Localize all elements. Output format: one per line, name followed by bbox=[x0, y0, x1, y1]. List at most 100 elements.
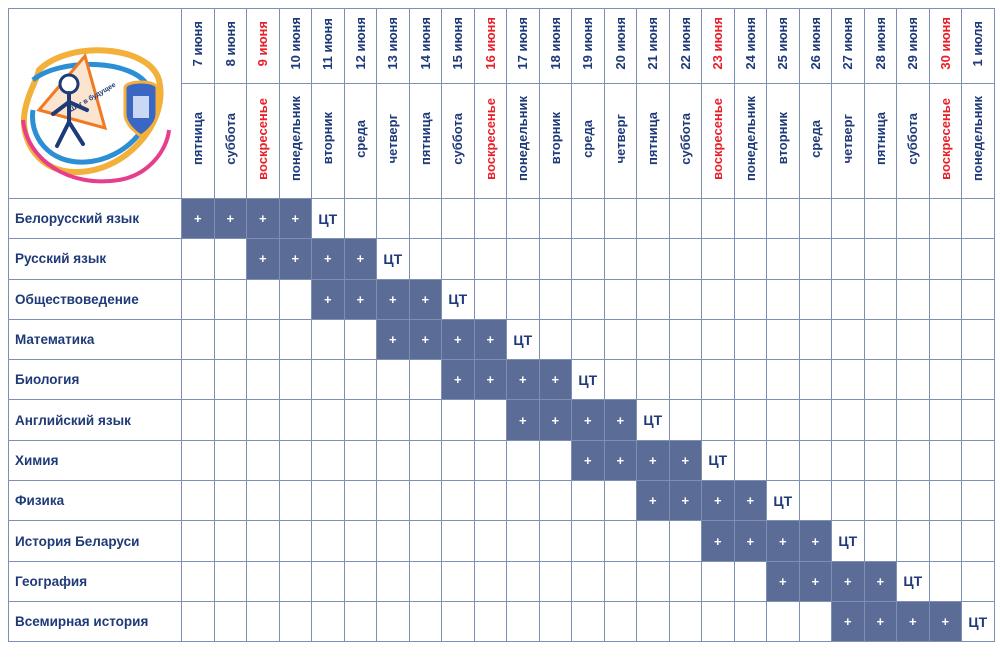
empty-cell bbox=[831, 439, 865, 482]
empty-cell bbox=[733, 359, 767, 401]
empty-cell bbox=[376, 520, 410, 562]
empty-cell bbox=[831, 480, 865, 522]
empty-cell bbox=[928, 359, 962, 401]
subject-row: Всемирная история + + + + ЦТ bbox=[8, 600, 995, 643]
prep-day-cell: + bbox=[766, 520, 800, 562]
empty-cell bbox=[376, 600, 410, 643]
empty-cell bbox=[831, 318, 865, 361]
test-day-cell: ЦТ bbox=[961, 600, 995, 643]
weekday-label: пятница bbox=[417, 111, 433, 166]
subject-name: Химия bbox=[8, 439, 182, 482]
empty-cell bbox=[571, 520, 605, 562]
empty-cell bbox=[766, 439, 800, 482]
empty-cell bbox=[538, 238, 572, 280]
weekday-label: суббота bbox=[450, 112, 466, 165]
empty-cell bbox=[928, 439, 962, 482]
prep-day-cell: + bbox=[473, 318, 507, 361]
prep-day-cell: + bbox=[213, 197, 247, 240]
empty-cell bbox=[636, 318, 670, 361]
empty-cell bbox=[538, 480, 572, 522]
empty-cell bbox=[181, 600, 215, 643]
empty-cell bbox=[181, 278, 215, 320]
subject-name: История Беларуси bbox=[8, 520, 182, 562]
empty-cell bbox=[733, 278, 767, 320]
weekday-label: пятница bbox=[645, 111, 661, 166]
date-header: 29 июня bbox=[896, 8, 930, 84]
empty-cell bbox=[181, 318, 215, 361]
empty-cell bbox=[603, 600, 637, 643]
logo-graphic: Шаг в будущее bbox=[21, 46, 171, 183]
empty-cell bbox=[343, 600, 377, 643]
logo: Шаг в будущее bbox=[9, 10, 182, 198]
date-label: 18 июня bbox=[547, 17, 563, 70]
weekday-label: пятница bbox=[190, 111, 206, 166]
empty-cell bbox=[441, 238, 475, 280]
prep-day-cell: + bbox=[668, 439, 702, 482]
empty-cell bbox=[473, 520, 507, 562]
empty-cell bbox=[766, 278, 800, 320]
empty-cell bbox=[668, 278, 702, 320]
date-header: 11 июня bbox=[311, 8, 345, 84]
empty-cell bbox=[376, 439, 410, 482]
weekday-header: пятница bbox=[636, 83, 670, 199]
empty-cell bbox=[213, 318, 247, 361]
subject-name: Всемирная история bbox=[8, 600, 182, 643]
empty-cell bbox=[246, 359, 280, 401]
empty-cell bbox=[213, 600, 247, 643]
empty-cell bbox=[538, 278, 572, 320]
test-day-cell: ЦТ bbox=[636, 399, 670, 441]
empty-cell bbox=[213, 520, 247, 562]
empty-cell bbox=[668, 399, 702, 441]
weekday-label: воскресенье bbox=[710, 97, 726, 180]
prep-day-cell: + bbox=[278, 238, 312, 280]
prep-day-cell: + bbox=[181, 197, 215, 240]
emblem-inner bbox=[133, 95, 149, 118]
figure-head bbox=[58, 73, 80, 94]
empty-cell bbox=[311, 520, 345, 562]
empty-cell bbox=[928, 560, 962, 602]
prep-day-cell: + bbox=[408, 318, 442, 361]
empty-cell bbox=[473, 238, 507, 280]
empty-cell bbox=[441, 480, 475, 522]
test-day-cell: ЦТ bbox=[441, 278, 475, 320]
weekday-label: пятница bbox=[872, 111, 888, 166]
prep-day-cell: + bbox=[603, 399, 637, 441]
weekday-header: четверг bbox=[603, 83, 637, 199]
subject-name: Английский язык bbox=[8, 399, 182, 441]
weekday-label: воскресенье bbox=[482, 97, 498, 180]
weekday-label: понедельник bbox=[970, 96, 986, 181]
empty-cell bbox=[766, 359, 800, 401]
subject-row: Русский язык + + + + ЦТ bbox=[8, 238, 995, 280]
empty-cell bbox=[961, 520, 995, 562]
empty-cell bbox=[928, 318, 962, 361]
empty-cell bbox=[863, 359, 897, 401]
empty-cell bbox=[798, 439, 832, 482]
empty-cell bbox=[408, 520, 442, 562]
date-header: 23 июня bbox=[701, 8, 735, 84]
date-header: 26 июня bbox=[798, 8, 832, 84]
empty-cell bbox=[246, 560, 280, 602]
empty-cell bbox=[766, 399, 800, 441]
date-label: 12 июня bbox=[352, 17, 368, 70]
date-label: 22 июня bbox=[677, 17, 693, 70]
empty-cell bbox=[896, 318, 930, 361]
test-day-cell: ЦТ bbox=[766, 480, 800, 522]
empty-cell bbox=[246, 439, 280, 482]
date-header: 25 июня bbox=[766, 8, 800, 84]
empty-cell bbox=[538, 197, 572, 240]
test-day-cell: ЦТ bbox=[571, 359, 605, 401]
weekday-header: четверг bbox=[831, 83, 865, 199]
empty-cell bbox=[603, 238, 637, 280]
empty-cell bbox=[798, 480, 832, 522]
date-header: 12 июня bbox=[343, 8, 377, 84]
date-header: 7 июня bbox=[181, 8, 215, 84]
empty-cell bbox=[896, 480, 930, 522]
prep-day-cell: + bbox=[571, 399, 605, 441]
empty-cell bbox=[246, 520, 280, 562]
subject-row: Обществоведение + + + + ЦТ bbox=[8, 278, 995, 320]
prep-day-cell: + bbox=[246, 238, 280, 280]
empty-cell bbox=[181, 480, 215, 522]
empty-cell bbox=[571, 480, 605, 522]
empty-cell bbox=[733, 318, 767, 361]
date-label: 26 июня bbox=[807, 17, 823, 70]
